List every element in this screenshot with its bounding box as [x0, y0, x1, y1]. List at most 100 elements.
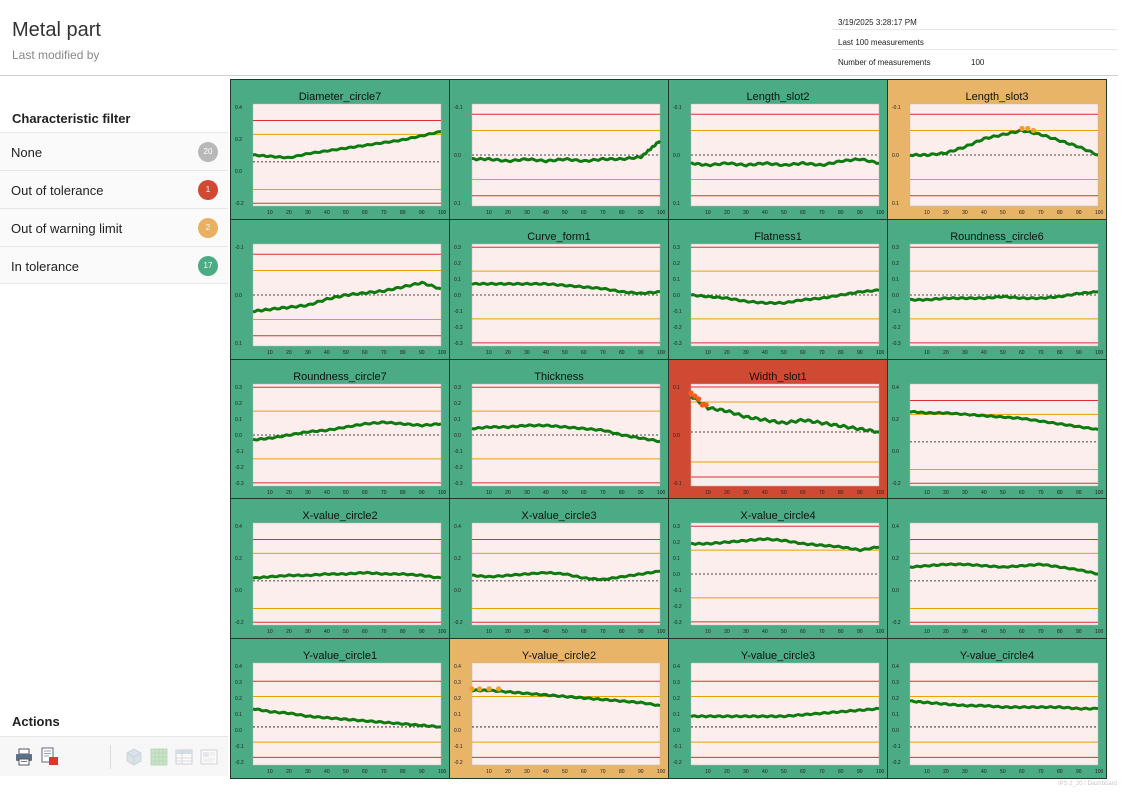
- x-tick-label: 50: [781, 490, 787, 496]
- characteristic-chart-tile[interactable]: 0.4 0.3 0.2 0.1 0.0 -0.1 -0.2 10 20 30 40 50 60 70 80 9…: [450, 639, 668, 778]
- export-pdf-button[interactable]: [40, 747, 60, 767]
- measurement-series-line: [252, 419, 442, 442]
- 3d-view-button[interactable]: [124, 747, 144, 767]
- characteristic-chart-tile[interactable]: 0.3 0.2 0.1 0.0 -0.1 -0.2 -0.3 10 20 30 40 50 60 70 80…: [669, 499, 887, 639]
- x-tick-label: 70: [381, 769, 387, 775]
- x-tick-label: 30: [743, 769, 749, 775]
- plot-area: [909, 383, 1099, 486]
- characteristic-chart-tile[interactable]: 0.4 0.3 0.2 0.1 0.0 -0.1 -0.2 10 20 30 40 50 60 70 80 9…: [669, 639, 887, 778]
- header-divider: [0, 75, 1118, 76]
- x-tick-label: 50: [562, 769, 568, 775]
- characteristic-chart-tile[interactable]: 0.1 0.0 -0.1 10 20 30 40 50 60 70 80 90 100 Width_slo…: [669, 359, 887, 499]
- report-view-button[interactable]: [199, 747, 219, 767]
- filter-item-out-of-tolerance[interactable]: Out of tolerance 1: [0, 170, 228, 208]
- x-tick-label: 10: [486, 629, 492, 635]
- y-tick-label: 0.3: [454, 680, 461, 686]
- characteristic-chart-tile[interactable]: -0.1 0.0 0.1 10 20 30 40 50 60 70 80 90 100 Length_sl…: [888, 80, 1106, 219]
- out-of-limit-point: [703, 401, 709, 408]
- y-tick-label: 0.1: [673, 385, 680, 391]
- x-tick-label: 100: [657, 210, 666, 216]
- x-tick-label: 40: [324, 769, 330, 775]
- chart-title: Y-value_circle2: [521, 650, 597, 663]
- x-tick-label: 10: [924, 629, 930, 635]
- y-tick-label: -0.2: [673, 760, 682, 766]
- characteristic-chart-tile[interactable]: -0.1 0.0 0.1 10 20 30 40 50 60 70 80 90 100: [231, 219, 449, 359]
- x-tick-label: 90: [638, 350, 644, 356]
- y-tick-label: 0.3: [673, 245, 680, 251]
- x-tick-label: 30: [743, 350, 749, 356]
- y-tick-label: -0.1: [892, 744, 901, 750]
- y-tick-label: 0.4: [235, 664, 242, 670]
- x-tick-label: 60: [581, 210, 587, 216]
- characteristic-chart-tile[interactable]: 0.3 0.2 0.1 0.0 -0.1 -0.2 -0.3 10 20 30 40 50 60 70 80…: [888, 219, 1106, 359]
- x-tick-label: 70: [1038, 210, 1044, 216]
- x-tick-label: 100: [657, 769, 666, 775]
- characteristic-chart-tile[interactable]: 0.3 0.2 0.1 0.0 -0.1 -0.2 -0.3 10 20 30 40 50 60 70 80…: [231, 359, 449, 499]
- y-tick-label: 0.3: [673, 524, 680, 530]
- characteristic-chart-tile[interactable]: 0.4 0.2 0.0 -0.2 10 20 30 40 50 60 70 80 90 100 X-valu…: [450, 499, 668, 639]
- y-tick-label: 0.2: [892, 556, 899, 562]
- x-tick-label: 70: [381, 629, 387, 635]
- out-of-limit-point: [692, 392, 698, 399]
- characteristic-chart-tile[interactable]: 0.3 0.2 0.1 0.0 -0.1 -0.2 -0.3 10 20 30 40 50 60 70 80…: [669, 219, 887, 359]
- y-tick-label: 0.0: [673, 728, 680, 734]
- chart-title: Y-value_circle1: [302, 650, 378, 663]
- grid-view-button[interactable]: [149, 747, 169, 767]
- x-tick-label: 80: [1057, 350, 1063, 356]
- x-tick-label: 90: [857, 350, 863, 356]
- x-tick-label: 100: [1095, 490, 1104, 496]
- x-tick-label: 20: [286, 629, 292, 635]
- characteristic-chart-tile[interactable]: 0.4 0.3 0.2 0.1 0.0 -0.1 -0.2 10 20 30 40 50 60 70 80 9…: [231, 639, 449, 778]
- measurement-series-line: [690, 537, 880, 553]
- table-view-button[interactable]: [174, 747, 194, 767]
- y-tick-label: -0.2: [892, 620, 901, 626]
- control-chart: 0.3 0.2 0.1 0.0 -0.1 -0.2 -0.3 10 20 30 40 50 60 70 80…: [673, 523, 885, 635]
- y-tick-label: -0.2: [454, 325, 463, 331]
- filter-item-out-of-warning-limit[interactable]: Out of warning limit 2: [0, 208, 228, 246]
- measurement-series-line: [252, 707, 442, 729]
- x-tick-label: 30: [962, 490, 968, 496]
- filter-item-in-tolerance[interactable]: In tolerance 17: [0, 246, 228, 284]
- characteristic-chart-tile[interactable]: -0.1 0.0 0.1 10 20 30 40 50 60 70 80 90 100: [450, 80, 668, 219]
- x-tick-label: 30: [743, 629, 749, 635]
- actions-toolbar: [0, 736, 228, 776]
- out-of-limit-point: [1019, 125, 1025, 132]
- x-tick-label: 60: [362, 490, 368, 496]
- y-tick-label: -0.3: [673, 341, 682, 347]
- characteristic-chart-tile[interactable]: 0.3 0.2 0.1 0.0 -0.1 -0.2 -0.3 10 20 30 40 50 60 70 80…: [450, 219, 668, 359]
- x-tick-label: 50: [343, 350, 349, 356]
- characteristic-chart-tile[interactable]: 0.4 0.2 0.0 -0.2 10 20 30 40 50 60 70 80 90 100 Diamet…: [231, 80, 449, 219]
- x-tick-label: 10: [924, 490, 930, 496]
- y-tick-label: -0.3: [235, 481, 244, 487]
- x-tick-label: 100: [657, 350, 666, 356]
- characteristic-chart-tile[interactable]: 0.4 0.3 0.2 0.1 0.0 -0.1 -0.2 10 20 30 40 50 60 70 80 9…: [888, 639, 1106, 778]
- y-tick-label: 0.2: [673, 261, 680, 267]
- y-tick-label: -0.1: [235, 744, 244, 750]
- print-button[interactable]: [14, 747, 34, 767]
- x-tick-label: 30: [305, 490, 311, 496]
- control-chart: 0.4 0.2 0.0 -0.2 10 20 30 40 50 60 70 80 90 100: [892, 523, 1104, 635]
- characteristic-chart-tile[interactable]: 0.4 0.2 0.0 -0.2 10 20 30 40 50 60 70 80 90 100: [888, 499, 1106, 639]
- grid-icon: [150, 748, 168, 766]
- characteristic-chart-tile[interactable]: 0.3 0.2 0.1 0.0 -0.1 -0.2 -0.3 10 20 30 40 50 60 70 80…: [450, 359, 668, 499]
- y-tick-label: -0.2: [892, 481, 901, 487]
- characteristic-chart-tile[interactable]: 0.4 0.2 0.0 -0.2 10 20 30 40 50 60 70 80 90 100 X-valu…: [231, 499, 449, 639]
- characteristic-chart-tile[interactable]: 0.4 0.2 0.0 -0.2 10 20 30 40 50 60 70 80 90 100: [888, 359, 1106, 499]
- x-tick-label: 90: [419, 210, 425, 216]
- filter-item-none[interactable]: None 20: [0, 132, 228, 170]
- y-tick-label: 0.0: [673, 433, 680, 439]
- y-tick-label: -0.2: [235, 620, 244, 626]
- y-tick-label: 0.4: [235, 524, 242, 530]
- characteristic-chart-tile[interactable]: -0.1 0.0 0.1 10 20 30 40 50 60 70 80 90 100 Length_sl…: [669, 80, 887, 219]
- x-tick-label: 80: [838, 769, 844, 775]
- x-tick-label: 100: [1095, 350, 1104, 356]
- x-tick-label: 100: [876, 629, 885, 635]
- y-tick-label: 0.1: [892, 712, 899, 718]
- chart-title: Y-value_circle4: [959, 650, 1035, 663]
- chart-title: Flatness1: [754, 230, 802, 243]
- x-tick-label: 80: [619, 490, 625, 496]
- y-tick-label: 0.1: [892, 201, 899, 207]
- x-tick-label: 80: [1057, 769, 1063, 775]
- y-tick-label: 0.1: [673, 201, 680, 207]
